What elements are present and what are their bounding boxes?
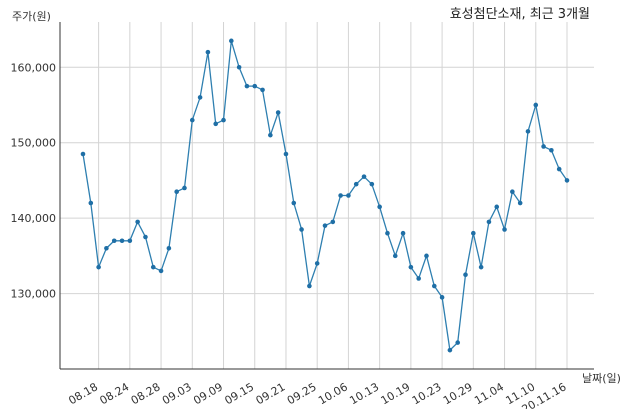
data-point bbox=[197, 95, 203, 100]
x-tick-label: 10.23 bbox=[410, 380, 444, 407]
data-point bbox=[236, 64, 242, 70]
data-point bbox=[408, 264, 414, 270]
data-point bbox=[424, 253, 429, 259]
x-tick-label: 08.18 bbox=[66, 380, 100, 407]
data-point bbox=[307, 283, 312, 289]
data-point bbox=[182, 185, 187, 191]
y-tick-label: 140,000 bbox=[11, 212, 57, 225]
data-point bbox=[330, 219, 336, 225]
data-point bbox=[229, 38, 234, 44]
data-point bbox=[541, 144, 546, 149]
data-point bbox=[88, 200, 94, 206]
data-point bbox=[455, 340, 461, 345]
data-point bbox=[221, 117, 226, 123]
x-tick-label: 09.09 bbox=[191, 380, 225, 407]
y-tick-label: 160,000 bbox=[11, 61, 57, 74]
data-point bbox=[283, 151, 289, 157]
data-point bbox=[431, 283, 437, 289]
x-tick-label: 10.29 bbox=[441, 380, 475, 407]
data-point bbox=[252, 83, 258, 89]
x-tick-label: 09.15 bbox=[222, 380, 256, 407]
series-line bbox=[82, 40, 568, 352]
data-point bbox=[517, 200, 523, 206]
data-point bbox=[494, 204, 500, 210]
x-tick-label: 08.28 bbox=[129, 380, 163, 407]
data-point bbox=[268, 132, 273, 138]
x-tick-label: 09.21 bbox=[254, 380, 288, 407]
data-point bbox=[213, 121, 219, 127]
data-point bbox=[502, 227, 507, 232]
grid-layer bbox=[60, 22, 594, 369]
x-tick-label: 10.13 bbox=[347, 380, 381, 407]
x-tick-label: 09.25 bbox=[285, 380, 319, 407]
data-point bbox=[135, 219, 140, 225]
data-point bbox=[275, 110, 281, 115]
x-tick-label: 08.24 bbox=[98, 380, 132, 407]
data-point bbox=[111, 238, 117, 244]
data-point bbox=[564, 178, 570, 183]
data-point bbox=[150, 264, 156, 270]
data-point bbox=[158, 268, 164, 274]
data-point bbox=[486, 219, 492, 225]
y-tick-label: 130,000 bbox=[11, 288, 57, 301]
data-point bbox=[166, 246, 172, 251]
data-point bbox=[510, 189, 515, 195]
data-point bbox=[392, 253, 398, 259]
x-tick-label: 09.03 bbox=[160, 380, 194, 407]
data-point bbox=[299, 227, 304, 232]
data-point bbox=[104, 246, 109, 251]
x-axis-title: 날짜(일) bbox=[582, 371, 621, 385]
data-point bbox=[525, 129, 531, 134]
data-point bbox=[439, 295, 445, 300]
x-tick-label: 10.19 bbox=[379, 380, 413, 407]
data-point bbox=[361, 174, 367, 179]
data-point bbox=[205, 49, 211, 55]
data-point bbox=[96, 264, 101, 270]
data-point bbox=[127, 238, 133, 244]
data-point bbox=[369, 181, 375, 187]
data-point bbox=[549, 147, 554, 153]
data-point bbox=[244, 83, 250, 89]
data-point bbox=[416, 276, 421, 281]
data-point bbox=[377, 204, 382, 210]
x-tick-label: 11.04 bbox=[472, 380, 506, 407]
y-axis-title: 주가(원) bbox=[12, 10, 51, 23]
data-point bbox=[119, 238, 125, 244]
x-tick-label: 10.06 bbox=[316, 380, 350, 407]
data-point bbox=[314, 261, 320, 266]
axis-layer: 130,000 140,000 150,000 160,000 08.1808.2408… bbox=[11, 22, 594, 409]
data-point bbox=[189, 117, 195, 123]
data-point bbox=[353, 181, 359, 187]
data-point bbox=[478, 264, 484, 270]
data-point bbox=[143, 234, 148, 240]
data-point bbox=[80, 151, 86, 157]
data-point bbox=[471, 230, 476, 236]
y-tick-label: 150,000 bbox=[11, 137, 57, 150]
data-point bbox=[463, 272, 468, 278]
data-point bbox=[447, 347, 453, 353]
data-point bbox=[291, 200, 297, 206]
data-point bbox=[260, 87, 265, 93]
series-layer bbox=[80, 38, 570, 353]
data-point bbox=[556, 166, 562, 172]
data-point bbox=[385, 230, 390, 236]
data-point bbox=[346, 193, 351, 198]
data-point bbox=[174, 189, 179, 195]
data-point bbox=[400, 230, 406, 236]
data-point bbox=[533, 102, 539, 108]
data-point bbox=[322, 223, 328, 228]
chart-title: 효성첨단소재, 최근 3개월 bbox=[450, 7, 590, 22]
data-point bbox=[338, 193, 343, 198]
